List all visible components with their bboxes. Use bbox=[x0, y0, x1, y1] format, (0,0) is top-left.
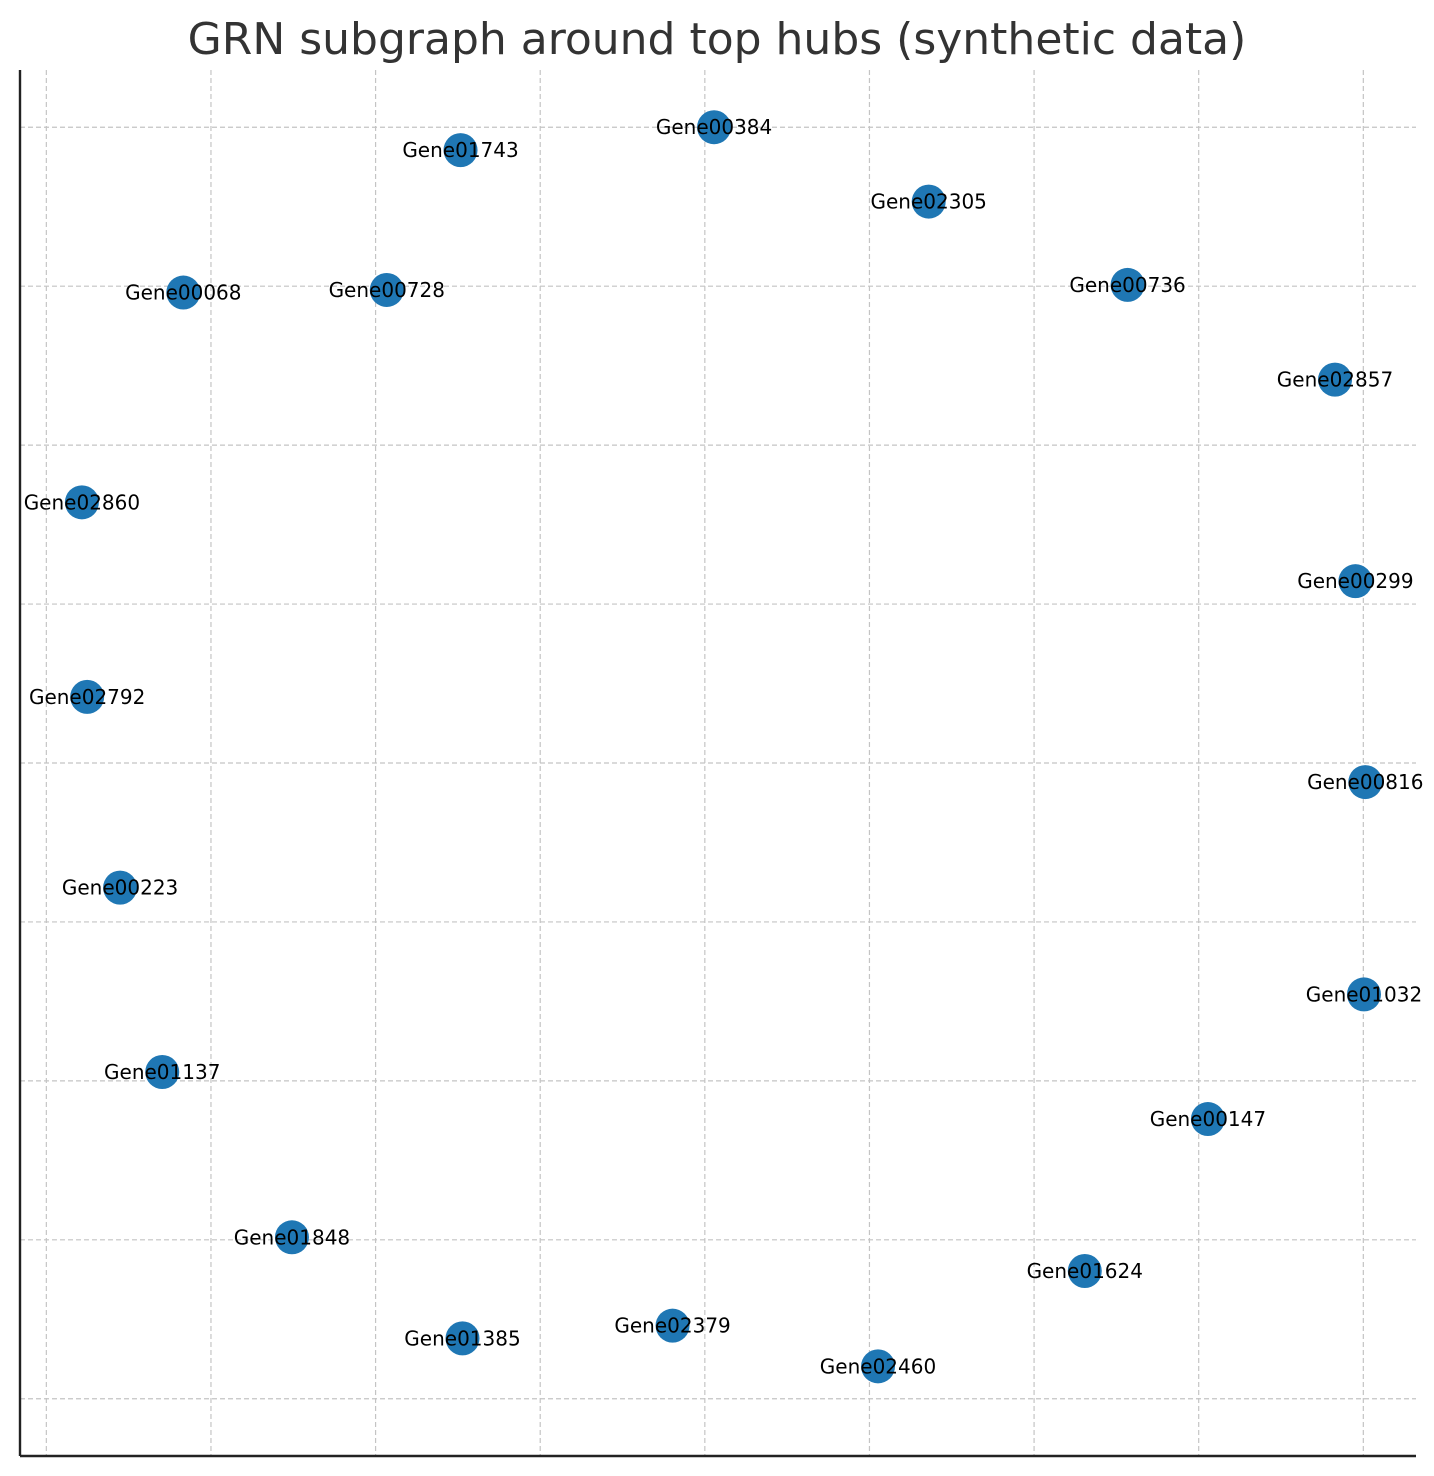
node-label: Gene01848 bbox=[234, 1225, 350, 1249]
node-marker bbox=[369, 272, 404, 307]
node-label: Gene00299 bbox=[1297, 569, 1413, 593]
node-label: Gene01032 bbox=[1306, 982, 1422, 1006]
node-marker bbox=[655, 1308, 690, 1343]
node-label: Gene01385 bbox=[404, 1326, 520, 1350]
node-label: Gene02857 bbox=[1277, 368, 1393, 392]
node-label: Gene02792 bbox=[29, 685, 145, 709]
grid-lines bbox=[20, 70, 1416, 1456]
node-label: Gene00736 bbox=[1069, 273, 1185, 297]
node-label: Gene00816 bbox=[1307, 770, 1423, 794]
node-label: Gene00068 bbox=[125, 281, 241, 305]
node-label: Gene02860 bbox=[24, 490, 140, 514]
node-marker bbox=[103, 870, 138, 905]
node-label: Gene02460 bbox=[820, 1354, 936, 1378]
node-marker bbox=[1067, 1253, 1102, 1288]
node-marker bbox=[1190, 1102, 1225, 1137]
node-marker bbox=[443, 133, 478, 168]
node-marker bbox=[274, 1220, 309, 1255]
node-marker bbox=[145, 1054, 180, 1089]
node-marker bbox=[70, 679, 105, 714]
node-label: Gene02379 bbox=[614, 1314, 730, 1338]
node-label: Gene00384 bbox=[656, 115, 772, 139]
node-marker bbox=[166, 275, 201, 310]
node-label: Gene00728 bbox=[329, 278, 445, 302]
node-label: Gene01743 bbox=[402, 138, 518, 162]
node-marker bbox=[697, 110, 732, 145]
node-label: Gene02305 bbox=[871, 190, 987, 214]
node-marker bbox=[1338, 564, 1373, 599]
node-label: Gene01137 bbox=[104, 1060, 220, 1084]
nodes-layer: Gene00384 Gene01743 Gene02305 Gene00068 Gene… bbox=[24, 110, 1423, 1384]
node-marker bbox=[445, 1321, 480, 1356]
node-marker bbox=[64, 485, 99, 520]
node-marker bbox=[1110, 267, 1145, 302]
node-label: Gene01624 bbox=[1027, 1259, 1143, 1283]
node-marker bbox=[911, 184, 946, 219]
node-label: Gene00147 bbox=[1150, 1107, 1266, 1131]
node-marker bbox=[861, 1349, 896, 1384]
node-marker bbox=[1348, 765, 1383, 800]
node-marker bbox=[1346, 977, 1381, 1012]
node-label: Gene00223 bbox=[62, 876, 178, 900]
node-marker bbox=[1318, 362, 1353, 397]
chart-title: GRN subgraph around top hubs (synthetic … bbox=[188, 14, 1247, 65]
